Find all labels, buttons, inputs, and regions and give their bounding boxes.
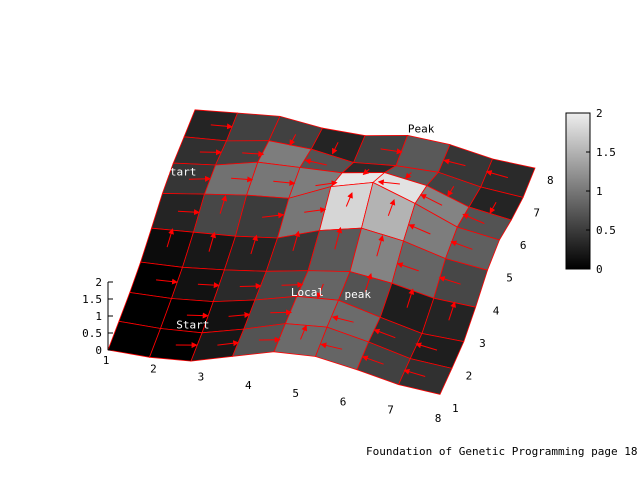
gradient-arrow (380, 148, 403, 155)
gradient-arrow (448, 301, 456, 321)
annotation-label: Peak (408, 123, 435, 136)
gradient-arrow (376, 235, 385, 257)
z-tick-label: 0.5 (82, 327, 102, 340)
gradient-arrow (177, 209, 200, 216)
gradient-arrow (331, 315, 354, 323)
gradient-arrow (188, 175, 211, 182)
gradient-arrow (217, 340, 240, 347)
gradient-arrow (156, 278, 178, 285)
z-tick-label: 1 (95, 310, 102, 323)
gradient-arrow (362, 168, 370, 176)
gradient-arrow (231, 176, 254, 183)
figure-caption: Foundation of Genetic Programming page 1… (366, 445, 638, 458)
gradient-arrow (450, 240, 473, 250)
gradient-arrow (420, 194, 443, 206)
gradient-arrow (447, 186, 455, 197)
gradient-arrow (210, 123, 233, 130)
gradient-arrow (345, 192, 353, 207)
colorbar: 0 0.5 1 1.5 2 (565, 107, 616, 276)
x-tick-label: 1 (103, 354, 110, 367)
z-tick-label: 2 (95, 276, 102, 289)
surface-cells (107, 109, 536, 395)
gradient-arrow (281, 281, 304, 288)
gradient-arrow (415, 342, 438, 351)
x-tick-label: 5 (292, 387, 299, 400)
gradient-arrows (156, 123, 509, 377)
gradient-arrow (403, 368, 426, 377)
gradient-arrow (228, 311, 251, 318)
gradient-arrow (332, 142, 339, 155)
y-tick-label: 1 (452, 402, 459, 415)
annotation-label: Start (163, 166, 196, 179)
gradient-arrow (304, 158, 327, 166)
x-tick-label: 7 (387, 404, 394, 417)
gradient-arrow (273, 179, 296, 186)
annotations: Start Start Local peak Peak (163, 123, 434, 332)
gradient-arrow (387, 198, 396, 216)
gradient-arrow (364, 273, 373, 292)
gradient-arrow (208, 231, 216, 252)
x-tick-label: 6 (340, 395, 347, 408)
gradient-arrow (404, 172, 412, 180)
x-tick-label: 8 (435, 412, 442, 425)
x-axis: 1 2 3 4 5 6 7 8 (103, 354, 442, 425)
annotation-label: Start (176, 318, 209, 331)
gradient-arrow (438, 276, 461, 285)
gradient-arrow (396, 262, 419, 272)
gradient-arrow (239, 283, 262, 290)
gradient-arrow (334, 226, 343, 250)
colorbar-tick-label: 0.5 (596, 224, 616, 237)
gradient-arrow (361, 355, 384, 365)
annotation-label: Local (291, 286, 324, 299)
gradient-arrow (443, 158, 466, 167)
gradient-arrow (300, 324, 308, 340)
gradient-arrow (406, 288, 415, 308)
y-tick-label: 5 (506, 272, 513, 285)
gradient-arrow (197, 282, 220, 289)
z-tick-label: 0 (95, 344, 102, 357)
x-tick-label: 4 (245, 379, 252, 392)
gradient-arrow (485, 170, 509, 179)
colorbar-tick-label: 0 (596, 263, 603, 276)
gradient-arrow (289, 134, 297, 146)
gradient-arrow (219, 194, 227, 214)
y-tick-label: 7 (533, 207, 540, 220)
y-tick-label: 6 (520, 239, 527, 252)
gradient-arrow (373, 328, 396, 339)
gradient-arrow (489, 201, 497, 214)
x-tick-label: 3 (198, 371, 205, 384)
gradient-arrow (315, 180, 338, 187)
y-tick-label: 3 (479, 337, 486, 350)
gradient-arrow (292, 230, 300, 252)
gradient-arrow (316, 283, 324, 299)
gradient-arrow (462, 213, 485, 224)
y-tick-label: 2 (466, 369, 473, 382)
gradient-arrow (377, 179, 400, 186)
gradient-arrow (304, 207, 327, 214)
gradient-arrow (262, 212, 285, 219)
y-tick-label: 4 (493, 304, 500, 317)
z-axis: 0 0.5 1 1.5 2 (82, 276, 113, 357)
z-tick-label: 1.5 (82, 293, 102, 306)
gradient-arrow (408, 224, 431, 235)
annotation-label: peak (345, 288, 372, 301)
colorbar-tick-label: 2 (596, 107, 603, 120)
gradient-arrow (320, 342, 343, 350)
colorbar-tick-label: 1.5 (596, 146, 616, 159)
colorbar-tick-label: 1 (596, 185, 603, 198)
y-tick-label: 8 (547, 174, 554, 187)
gradient-arrow (250, 234, 258, 255)
x-tick-label: 2 (150, 362, 157, 375)
gradient-arrow (186, 312, 209, 319)
y-axis: 1 2 3 4 5 6 7 8 (452, 174, 554, 415)
gradient-arrow (242, 150, 265, 157)
gradient-arrow (166, 228, 174, 248)
